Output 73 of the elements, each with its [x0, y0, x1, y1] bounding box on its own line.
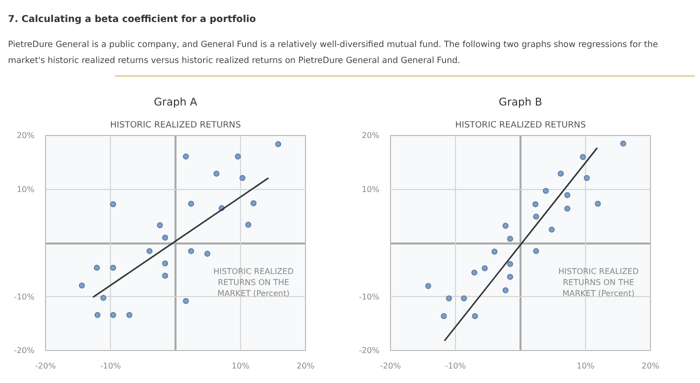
- point: [110, 312, 116, 318]
- point: [156, 222, 163, 228]
- point: [239, 174, 246, 181]
- point: [584, 174, 590, 181]
- point: [502, 222, 509, 229]
- point: [110, 201, 116, 208]
- point: [425, 283, 432, 289]
- x-tick-label: 10%: [576, 362, 595, 370]
- point: [213, 170, 220, 177]
- y-tick-label: -10%: [14, 292, 35, 302]
- point: [100, 294, 106, 301]
- point: [507, 260, 514, 267]
- x-axis-title: HISTORIC REALIZED RETURNS ON THE MARKET (Percent): [558, 267, 639, 298]
- y-tick-label: 10%: [362, 184, 380, 194]
- chart-subtitle: Graph A: [154, 96, 198, 108]
- point: [533, 214, 540, 220]
- point: [472, 313, 478, 320]
- point: [234, 153, 241, 160]
- point: [482, 265, 488, 272]
- point: [110, 264, 116, 271]
- point: [146, 248, 152, 254]
- point: [558, 170, 564, 177]
- point: [564, 206, 570, 212]
- text: 7. Calculating a beta coefficient for a portfolio: [8, 13, 257, 27]
- x-tick-label: 20%: [642, 362, 660, 370]
- y-tick-label: -20%: [358, 346, 380, 355]
- point: [245, 222, 252, 228]
- point: [440, 313, 447, 320]
- x-tick-label: -20%: [35, 362, 56, 370]
- x-axis-title: HISTORIC REALIZED RETURNS ON THE MARKET (Percent): [213, 267, 294, 298]
- point: [126, 312, 132, 318]
- x-tick-label: -20%: [380, 362, 402, 370]
- point: [533, 248, 540, 254]
- x-tick-label: -10%: [100, 362, 122, 370]
- y-tick-label: -10%: [358, 292, 380, 302]
- chart-title: HISTORIC REALIZED RETURNS: [455, 120, 586, 130]
- point: [580, 154, 586, 160]
- point: [620, 140, 626, 147]
- point: [162, 234, 168, 241]
- y-tick-label: 10%: [16, 184, 35, 194]
- y-tick-label: 20%: [362, 131, 380, 140]
- point: [507, 236, 514, 242]
- point: [492, 248, 498, 255]
- point: [188, 200, 194, 207]
- point: [78, 282, 85, 288]
- point: [594, 200, 601, 207]
- point: [532, 201, 538, 208]
- point: [188, 248, 194, 254]
- point: [548, 226, 555, 233]
- x-tick-label: -10%: [445, 362, 466, 370]
- point: [250, 200, 256, 206]
- point: [542, 188, 549, 194]
- point: [446, 295, 452, 302]
- point: [507, 274, 514, 280]
- y-tick-label: -20%: [14, 346, 35, 355]
- point: [182, 153, 189, 160]
- x-tick-label: 20%: [296, 362, 315, 370]
- x-tick-label: 10%: [232, 362, 250, 370]
- y-tick-label: 20%: [16, 131, 35, 140]
- point: [204, 250, 210, 257]
- point: [564, 192, 570, 198]
- point: [182, 298, 189, 304]
- point: [502, 287, 509, 294]
- point: [162, 260, 168, 266]
- chart-title: HISTORIC REALIZED RETURNS: [110, 120, 242, 130]
- point: [471, 270, 478, 276]
- point: [162, 272, 168, 279]
- point: [460, 295, 467, 302]
- point: [275, 141, 282, 148]
- chart-subtitle: Graph B: [498, 96, 542, 108]
- text: PietreDure General is a public company, and General Fund is a relatively well-diversified mutual fund. The following two graphs show regressions for the market's historic realized returns versus historic realized returns on PietreDure General and General Fund.: [8, 38, 659, 68]
- point: [94, 264, 100, 271]
- point: [94, 312, 100, 318]
